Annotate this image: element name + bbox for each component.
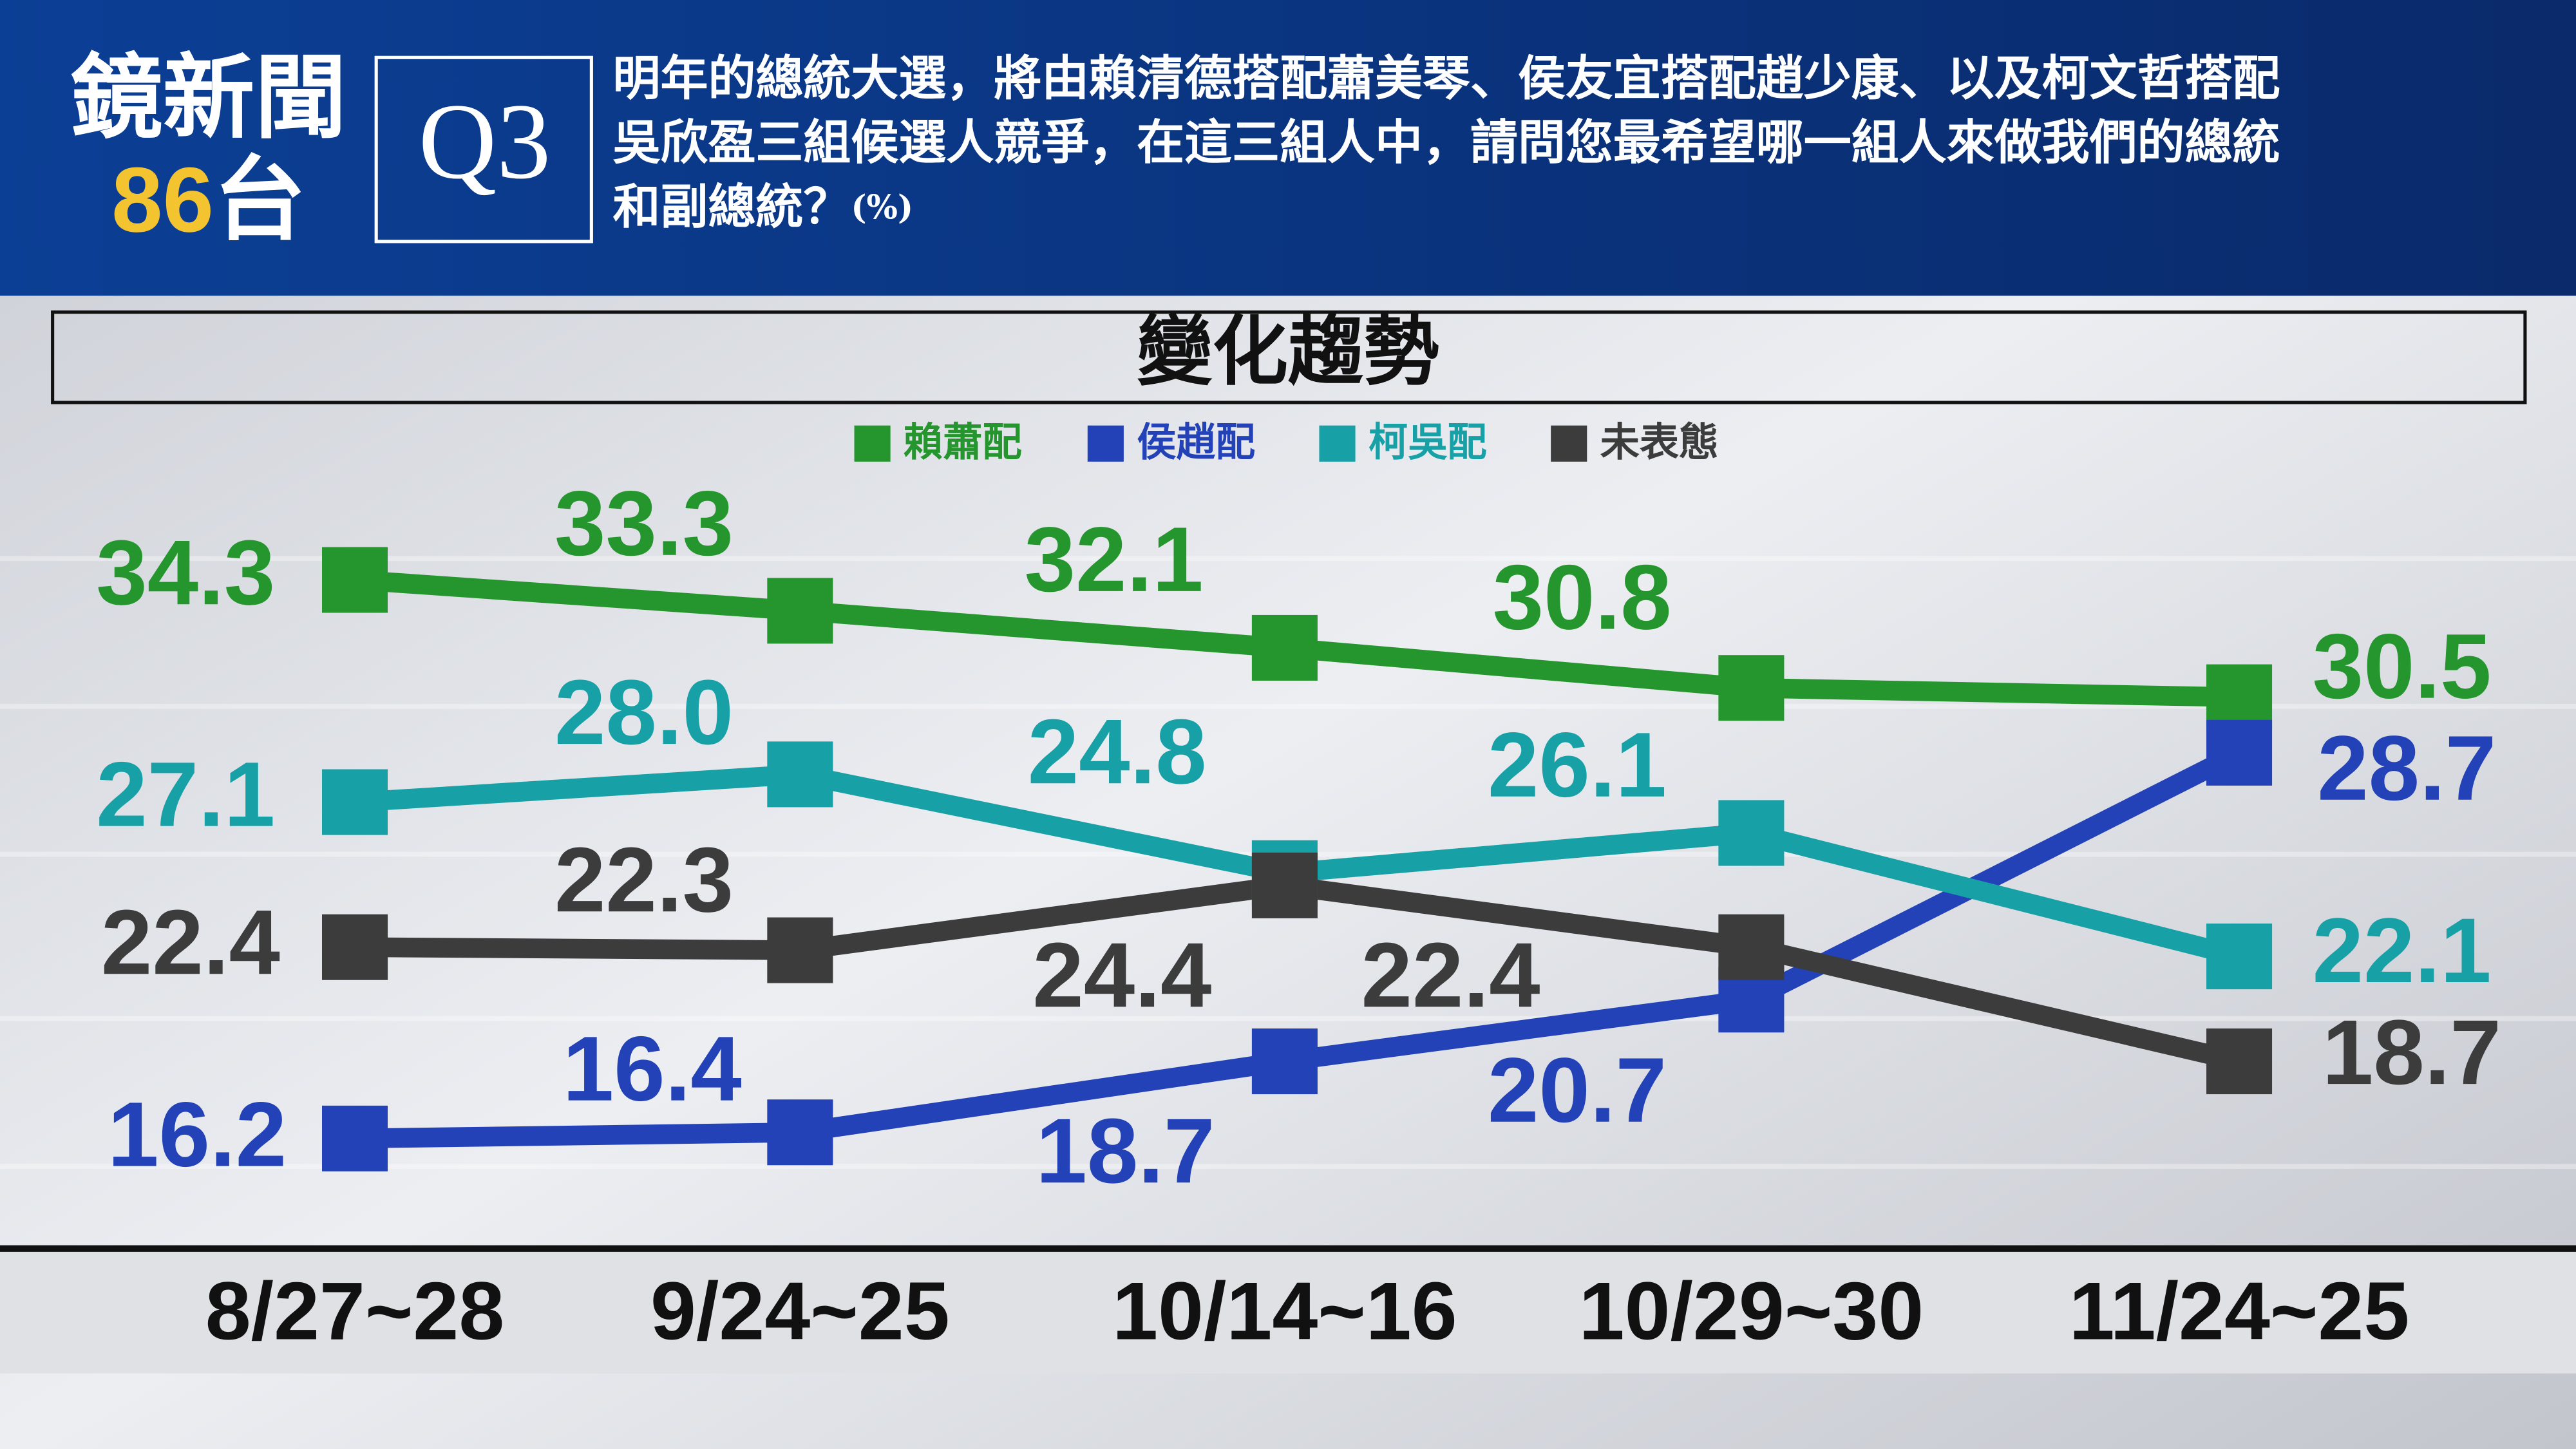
legend-swatch bbox=[1551, 425, 1587, 462]
point-marker bbox=[767, 1099, 833, 1166]
data-label: 32.1 bbox=[1025, 509, 1204, 611]
question-line: 吳欣盈三組候選人競爭，在這三組人中，請問您最希望哪一組人來做我們的總統 bbox=[613, 115, 2280, 171]
chart-title: 變化趨勢 bbox=[1137, 307, 1439, 396]
header-band bbox=[0, 0, 2576, 296]
data-label: 30.8 bbox=[1493, 547, 1672, 649]
question-line: 明年的總統大選，將由賴清德搭配蕭美琴、侯友宜搭配趙少康、以及柯文哲搭配 bbox=[613, 51, 2280, 106]
data-label: 34.3 bbox=[96, 522, 275, 624]
point-marker bbox=[1718, 800, 1785, 866]
point-marker bbox=[767, 578, 833, 644]
data-label: 26.1 bbox=[1488, 714, 1667, 817]
title-box bbox=[51, 310, 2527, 404]
data-label: 28.7 bbox=[2317, 717, 2496, 820]
legend-label: 賴蕭配 bbox=[904, 420, 1022, 464]
channel-suffix: 台 bbox=[214, 149, 306, 251]
point-marker bbox=[2206, 664, 2273, 730]
point-marker bbox=[322, 547, 388, 613]
legend-swatch bbox=[854, 425, 891, 462]
point-marker bbox=[2206, 719, 2273, 786]
data-label: 18.7 bbox=[2322, 1001, 2501, 1104]
x-tick-label: 11/24~25 bbox=[2069, 1266, 2410, 1358]
x-tick-label: 8/27~28 bbox=[205, 1266, 505, 1358]
x-tick-label: 9/24~25 bbox=[650, 1266, 950, 1358]
data-label: 16.4 bbox=[563, 1018, 742, 1121]
data-label: 33.3 bbox=[554, 473, 734, 575]
brand: 鏡新聞 bbox=[71, 47, 347, 149]
x-tick-label: 10/29~30 bbox=[1579, 1266, 1924, 1358]
point-marker bbox=[1251, 614, 1318, 681]
legend-label: 柯吳配 bbox=[1368, 420, 1487, 464]
question-box bbox=[374, 55, 593, 243]
data-label: 30.5 bbox=[2313, 616, 2492, 718]
point-marker bbox=[1251, 1028, 1318, 1095]
point-marker bbox=[767, 917, 833, 983]
data-label: 20.7 bbox=[1488, 1039, 1667, 1142]
point-marker bbox=[322, 914, 388, 980]
plot: 8/27~28 9/24~25 10/14~16 10/29~30 11/24~25 賴蕭… bbox=[96, 420, 2501, 1357]
question-line: 和副總統？(%) bbox=[613, 179, 914, 234]
data-label: 16.2 bbox=[108, 1084, 287, 1186]
x-tick-label: 10/14~16 bbox=[1112, 1266, 1457, 1358]
legend-swatch bbox=[1087, 425, 1124, 462]
legend-label: 侯趙配 bbox=[1137, 420, 1255, 464]
axis-band bbox=[0, 1248, 2576, 1374]
data-label: 22.4 bbox=[1361, 924, 1540, 1027]
channel-number: 86 bbox=[111, 149, 214, 251]
unit: (%) bbox=[851, 189, 913, 227]
legend-swatch bbox=[1319, 425, 1356, 462]
point-marker bbox=[2206, 1028, 2273, 1095]
data-label: 27.1 bbox=[96, 744, 275, 846]
question-id: Q3 bbox=[419, 82, 551, 202]
point-marker bbox=[1718, 655, 1785, 721]
point-marker bbox=[322, 1105, 388, 1171]
point-marker bbox=[767, 741, 833, 808]
data-label: 22.4 bbox=[101, 891, 280, 994]
legend-label: 未表態 bbox=[1600, 420, 1719, 464]
point-marker bbox=[1718, 914, 1785, 980]
point-marker bbox=[1251, 852, 1318, 918]
data-label: 24.8 bbox=[1028, 701, 1207, 803]
question-line-text: 和副總統？ bbox=[613, 179, 851, 234]
data-label: 28.0 bbox=[554, 661, 734, 764]
point-marker bbox=[2206, 923, 2273, 990]
data-label: 22.3 bbox=[554, 829, 734, 931]
data-label: 24.4 bbox=[1032, 924, 1211, 1027]
channel: 86台 bbox=[111, 149, 306, 251]
point-marker bbox=[322, 769, 388, 835]
data-label: 18.7 bbox=[1036, 1100, 1215, 1202]
data-label: 22.1 bbox=[2313, 900, 2492, 1002]
